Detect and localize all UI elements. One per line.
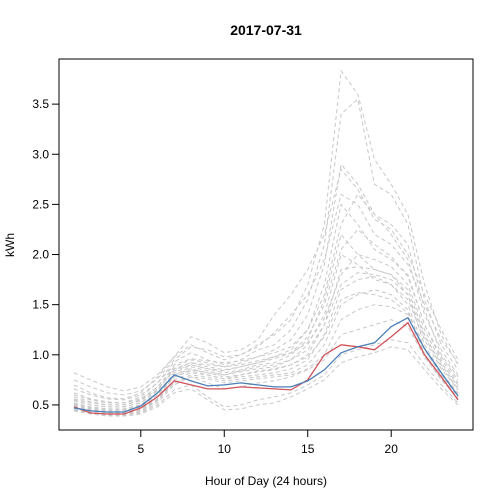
x-tick-label: 15 — [301, 442, 315, 456]
background-series-line — [73, 98, 459, 404]
background-series-group — [73, 69, 459, 417]
background-series-line — [73, 304, 459, 416]
x-tick-label: 10 — [218, 442, 232, 456]
y-tick-label: 2.5 — [32, 197, 49, 211]
x-tick-label: 20 — [385, 442, 399, 456]
background-series-line — [73, 346, 459, 417]
background-series-line — [73, 233, 459, 410]
background-series-line — [73, 168, 459, 392]
background-series-line — [73, 228, 459, 404]
background-series-line — [73, 253, 459, 412]
y-axis-label: kWh — [3, 233, 17, 257]
highlight-series-line — [73, 321, 459, 415]
highlight-series-line — [73, 316, 459, 413]
y-axis: 0.5 1.0 1.5 2.0 2.5 3.0 3.5 — [32, 97, 60, 412]
background-series-line — [73, 289, 459, 415]
background-series-line — [73, 339, 459, 416]
chart-title: 2017-07-31 — [230, 22, 302, 38]
background-series-line — [73, 193, 459, 401]
highlight-series-group — [73, 316, 459, 415]
y-tick-label: 3.0 — [32, 147, 49, 161]
y-tick-label: 1.5 — [32, 298, 49, 312]
background-series-line — [73, 253, 459, 406]
y-tick-label: 1.0 — [32, 348, 49, 362]
background-series-line — [73, 292, 459, 411]
background-series-line — [73, 193, 459, 396]
background-series-line — [73, 272, 459, 408]
background-series-line — [73, 276, 459, 414]
x-axis: 5 10 15 20 — [137, 429, 399, 456]
y-tick-label: 2.0 — [32, 248, 49, 262]
background-series-line — [73, 163, 459, 406]
x-axis-label: Hour of Day (24 hours) — [205, 474, 327, 488]
plot-frame — [58, 58, 474, 431]
y-tick-label: 3.5 — [32, 97, 49, 111]
y-tick-label: 0.5 — [32, 398, 49, 412]
x-tick-label: 5 — [137, 442, 144, 456]
